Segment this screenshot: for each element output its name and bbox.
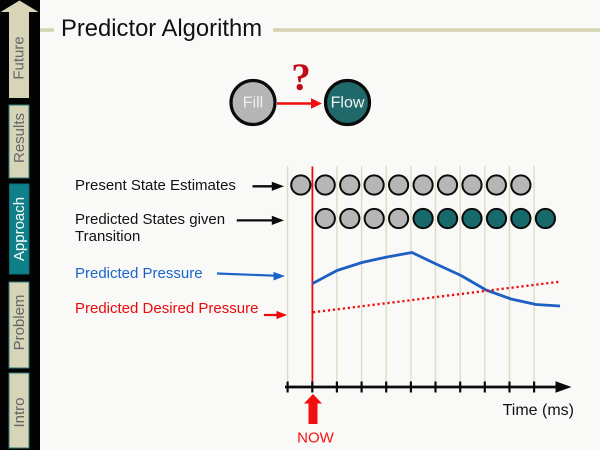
svg-text:Future: Future [11,36,28,79]
svg-text:?: ? [291,56,311,99]
svg-text:Predicted Desired Pressure: Predicted Desired Pressure [75,300,258,317]
svg-text:Results: Results [11,113,28,163]
svg-text:Transition: Transition [75,228,140,245]
svg-text:Fill: Fill [243,95,263,112]
svg-text:Problem: Problem [11,295,28,351]
svg-text:Flow: Flow [331,95,365,112]
svg-text:NOW: NOW [297,430,335,447]
svg-text:Present State Estimates: Present State Estimates [75,177,236,194]
svg-text:Predictor Algorithm: Predictor Algorithm [61,15,262,42]
svg-text:Predicted Pressure: Predicted Pressure [75,265,203,282]
svg-text:Intro: Intro [11,397,28,427]
svg-text:Time (ms): Time (ms) [503,402,574,419]
svg-text:Predicted States given: Predicted States given [75,211,225,228]
svg-text:Approach: Approach [11,197,28,261]
